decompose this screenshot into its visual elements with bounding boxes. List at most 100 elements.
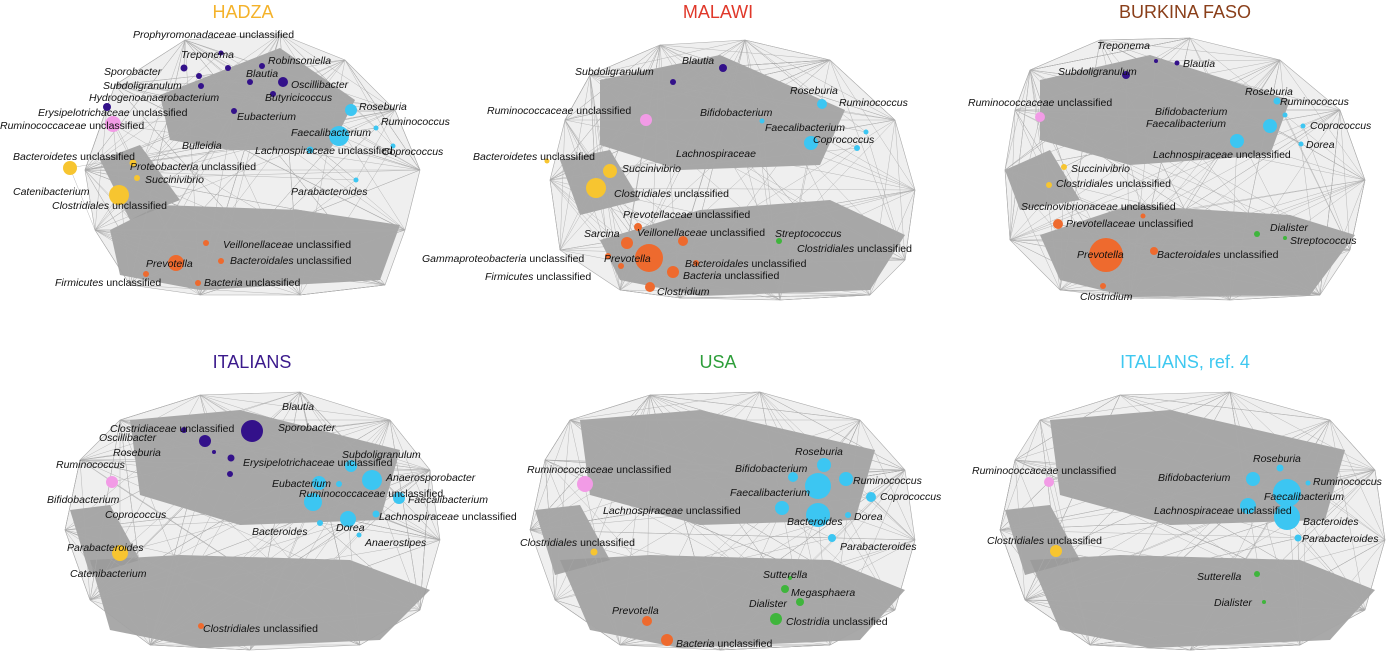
- taxon-label: Clostridiales unclassified: [614, 188, 729, 200]
- taxon-name: Ruminococcus: [1280, 96, 1350, 108]
- taxon-name: Anaerostipes: [364, 537, 427, 549]
- taxon-name: Clostridiales: [520, 537, 578, 549]
- taxon-name: Roseburia: [1245, 86, 1293, 98]
- blue-taxon-node: [804, 136, 818, 150]
- taxon-name: Faecalibacterium: [291, 127, 371, 139]
- purple-taxon-node: [241, 420, 263, 442]
- taxon-name: Ruminococcaceae: [972, 465, 1059, 477]
- taxon-label: Firmicutes unclassified: [485, 271, 591, 283]
- purple-taxon-node: [198, 83, 204, 89]
- taxon-name: Faecalibacterium: [1264, 491, 1344, 503]
- taxon-label: Clostridiales unclassified: [52, 200, 167, 212]
- blue-taxon-node: [817, 99, 827, 109]
- network-dense-cluster: [1005, 505, 1080, 575]
- blue-taxon-node: [373, 125, 379, 131]
- taxon-name: Dialister: [1214, 597, 1252, 609]
- taxon-label: Eubacterium: [272, 478, 331, 490]
- panel-title-usa: USA: [699, 352, 736, 372]
- taxon-label: Roseburia: [113, 447, 161, 459]
- taxon-name: Bifidobacterium: [1158, 472, 1231, 484]
- taxon-name: Streptococcus: [775, 228, 842, 240]
- blue-taxon-node: [788, 472, 798, 482]
- taxon-name: Faecalibacterium: [765, 122, 845, 134]
- blue-taxon-node: [1300, 123, 1306, 129]
- taxon-label: Eubacterium: [237, 111, 296, 123]
- taxon-label: Blautia: [682, 55, 714, 67]
- taxon-name: Clostridium: [1080, 291, 1133, 303]
- taxon-name: Coprococcus: [880, 491, 942, 503]
- taxon-name: Bacteroidetes: [13, 151, 78, 163]
- taxon-label: Roseburia: [1253, 453, 1301, 465]
- taxon-name: Sutterella: [763, 569, 808, 581]
- taxon-name: Bacteroidales: [1157, 249, 1221, 261]
- panel-italians-ref-4-network: [999, 391, 1386, 651]
- taxon-qualifier: unclassified: [294, 255, 352, 267]
- taxon-label: Coprococcus: [813, 134, 875, 146]
- taxon-label: Dorea: [854, 511, 883, 523]
- purple-taxon-node: [181, 427, 187, 433]
- blue-taxon-node: [1276, 464, 1284, 472]
- blue-taxon-node: [390, 143, 396, 149]
- taxon-label: Coprococcus: [1310, 120, 1372, 132]
- taxon-name: Bacteria: [683, 270, 722, 282]
- taxon-label: Parabacteroides: [1302, 533, 1379, 545]
- taxon-label: Blautia: [282, 401, 314, 413]
- orange-taxon-node: [693, 260, 699, 266]
- taxon-name: Proteobacteria: [130, 161, 198, 173]
- taxon-label: Treponema: [181, 49, 234, 61]
- blue-taxon-node: [775, 501, 789, 515]
- taxon-label: Veillonellaceae unclassified: [637, 227, 765, 239]
- taxon-label: Dorea: [336, 522, 365, 534]
- taxon-name: Roseburia: [113, 447, 161, 459]
- yellow-taxon-node: [129, 159, 137, 167]
- taxon-name: Clostridia: [786, 616, 830, 628]
- taxon-name: Clostridiaceae: [110, 423, 177, 435]
- taxon-label: Subdoligranulum: [575, 66, 654, 78]
- network-dense-cluster: [160, 48, 355, 150]
- taxon-label: Roseburia: [795, 446, 843, 458]
- taxon-label: Succinivibrio: [622, 163, 681, 175]
- taxon-label: Gammaproteobacteria unclassified: [422, 253, 584, 265]
- blue-taxon-node: [863, 129, 869, 135]
- taxon-qualifier: unclassified: [692, 209, 750, 221]
- taxon-label: Prevotella: [146, 258, 193, 270]
- taxon-name: Blautia: [246, 68, 278, 80]
- taxon-qualifier: unclassified: [103, 277, 161, 289]
- taxon-label: Clostridiales unclassified: [1056, 178, 1171, 190]
- taxon-name: Lachnospiraceae: [676, 148, 756, 160]
- pink-taxon-node: [1044, 477, 1054, 487]
- taxon-label: Catenibacterium: [70, 568, 147, 580]
- taxon-label: Bulleidia: [182, 140, 222, 152]
- taxon-name: Prevotella: [1077, 249, 1124, 261]
- taxon-qualifier: unclassified: [459, 511, 517, 523]
- purple-taxon-node: [103, 103, 111, 111]
- orange-taxon-node: [634, 223, 642, 231]
- purple-taxon-node: [212, 450, 216, 454]
- taxon-label: Bacteroidales unclassified: [1157, 249, 1279, 261]
- blue-taxon-node: [866, 492, 876, 502]
- taxon-label: Roseburia: [1245, 86, 1293, 98]
- orange-taxon-node: [218, 258, 224, 264]
- taxon-label: Robinsoniella: [268, 55, 331, 67]
- yellow-taxon-node: [603, 164, 617, 178]
- taxon-label: Erysipelotrichaceae unclassified: [243, 457, 393, 469]
- taxon-label: Lachnospiraceae unclassified: [603, 505, 741, 517]
- blue-taxon-node: [1298, 141, 1304, 147]
- taxon-name: Roseburia: [795, 446, 843, 458]
- taxon-label: Ruminococcus: [381, 116, 451, 128]
- taxon-name: Ruminococcus: [853, 475, 923, 487]
- taxon-label: Ruminococcus: [1313, 476, 1383, 488]
- taxon-name: Clostridiales: [203, 623, 261, 635]
- taxon-name: Clostridiales: [987, 535, 1045, 547]
- taxon-label: Lachnospiraceae unclassified: [1154, 505, 1292, 517]
- panel-title-italians: ITALIANS: [213, 352, 292, 372]
- taxon-name: Firmicutes: [55, 277, 104, 289]
- taxon-label: Sutterella: [763, 569, 808, 581]
- taxon-label: Coprococcus: [105, 509, 167, 521]
- taxon-qualifier: unclassified: [293, 239, 351, 251]
- panel-italians-ref-4: ITALIANS, ref. 4 Roseburia Ruminococcaceae…: [972, 352, 1386, 651]
- taxon-label: Ruminococcaceae unclassified: [299, 488, 443, 500]
- taxon-label: Succinivibrio: [1071, 163, 1130, 175]
